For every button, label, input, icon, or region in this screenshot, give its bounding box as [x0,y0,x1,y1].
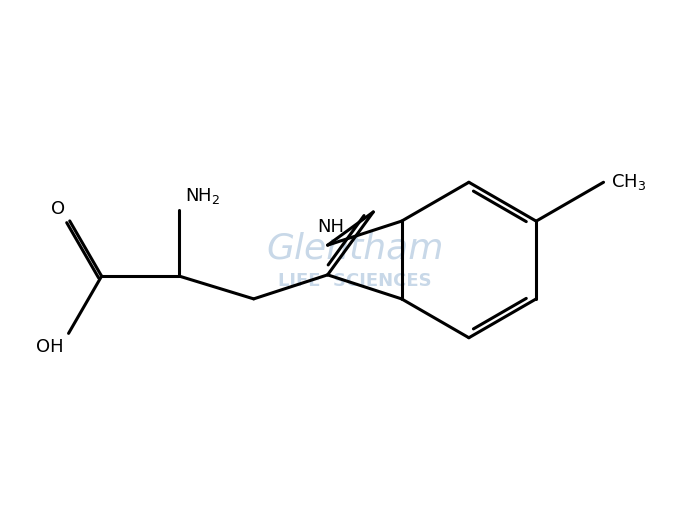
Text: LIFE  SCIENCES: LIFE SCIENCES [278,272,432,290]
Text: Glentham: Glentham [267,231,444,265]
Text: O: O [51,200,65,218]
Text: CH$_3$: CH$_3$ [610,172,646,192]
Text: NH$_2$: NH$_2$ [185,187,221,206]
Text: OH: OH [36,338,64,356]
Text: NH: NH [317,218,344,236]
